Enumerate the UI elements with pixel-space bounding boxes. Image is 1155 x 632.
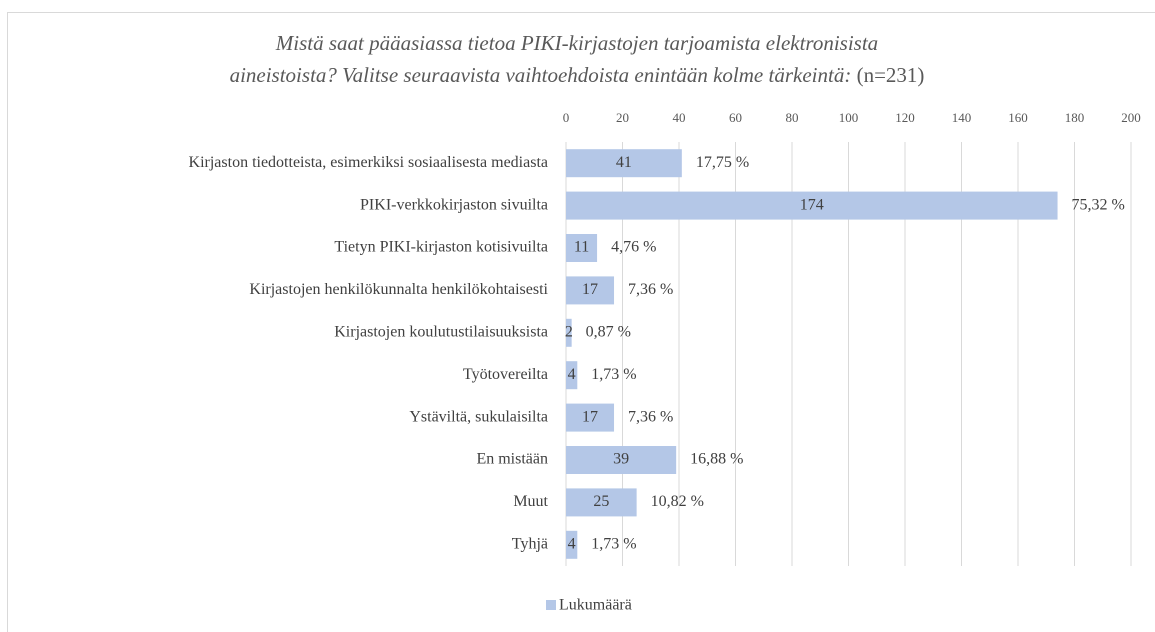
bar bbox=[566, 530, 578, 559]
percentage-label: 75,32 % bbox=[1072, 196, 1125, 213]
value-label: 39 bbox=[613, 451, 629, 468]
chart-title-line: aineistoista? Valitse seuraavista vaihto… bbox=[230, 63, 925, 87]
percentage-label: 17,75 % bbox=[696, 154, 749, 171]
value-label: 4 bbox=[568, 366, 576, 383]
bar bbox=[566, 361, 578, 390]
x-tick-label: 80 bbox=[786, 110, 799, 125]
bar bbox=[566, 446, 677, 474]
percentage-label: 1,73 % bbox=[591, 535, 636, 552]
percentage-label: 1,73 % bbox=[591, 366, 636, 383]
x-tick-label: 40 bbox=[673, 110, 686, 125]
bar bbox=[566, 318, 572, 347]
sample-size: (n=231) bbox=[857, 63, 925, 87]
bar bbox=[566, 191, 1058, 220]
x-tick-label: 60 bbox=[729, 110, 742, 125]
value-label: 174 bbox=[800, 196, 824, 213]
value-label: 11 bbox=[574, 239, 589, 256]
percentage-label: 10,82 % bbox=[651, 493, 704, 510]
value-label: 41 bbox=[616, 154, 632, 171]
legend-swatch bbox=[546, 600, 556, 610]
chart-title-line: aineistoista? Valitse seuraavista vaihto… bbox=[230, 63, 852, 87]
value-label: 17 bbox=[582, 408, 598, 425]
category-label: Kirjaston tiedotteista, esimerkiksi sosi… bbox=[189, 154, 548, 171]
bar bbox=[566, 403, 615, 432]
x-tick-label: 140 bbox=[952, 110, 972, 125]
category-label: Kirjastojen koulutustilaisuuksista bbox=[334, 323, 548, 340]
chart-title-line: Mistä saat pääasiassa tietoa PIKI-kirjas… bbox=[275, 31, 878, 55]
bar bbox=[566, 276, 615, 305]
value-label: 4 bbox=[568, 535, 576, 552]
bar bbox=[566, 234, 598, 262]
value-label: 17 bbox=[582, 281, 598, 298]
x-tick-label: 180 bbox=[1065, 110, 1085, 125]
category-label: Kirjastojen henkilökunnalta henkilökohta… bbox=[249, 281, 548, 298]
percentage-label: 7,36 % bbox=[628, 408, 673, 425]
x-tick-label: 200 bbox=[1121, 110, 1141, 125]
category-label: Ystäviltä, sukulaisilta bbox=[409, 408, 548, 425]
category-label: En mistään bbox=[476, 451, 548, 468]
category-label: Työtovereilta bbox=[463, 366, 548, 383]
x-tick-label: 100 bbox=[839, 110, 859, 125]
category-label: Tyhjä bbox=[512, 535, 548, 552]
percentage-label: 16,88 % bbox=[690, 451, 743, 468]
x-tick-label: 120 bbox=[895, 110, 915, 125]
percentage-label: 4,76 % bbox=[611, 239, 656, 256]
value-label: 2 bbox=[565, 323, 573, 340]
legend-label: Lukumäärä bbox=[559, 597, 632, 614]
percentage-label: 0,87 % bbox=[586, 323, 631, 340]
x-tick-label: 160 bbox=[1008, 110, 1028, 125]
value-label: 25 bbox=[593, 493, 609, 510]
x-tick-label: 0 bbox=[563, 110, 570, 125]
bar bbox=[566, 149, 682, 178]
category-label: Muut bbox=[513, 493, 548, 510]
category-label: PIKI-verkkokirjaston sivuilta bbox=[360, 196, 548, 213]
x-tick-label: 20 bbox=[616, 110, 629, 125]
percentage-label: 7,36 % bbox=[628, 281, 673, 298]
bar bbox=[566, 488, 637, 517]
chart-frame bbox=[7, 12, 1155, 632]
category-label: Tietyn PIKI-kirjaston kotisivuilta bbox=[334, 239, 548, 256]
